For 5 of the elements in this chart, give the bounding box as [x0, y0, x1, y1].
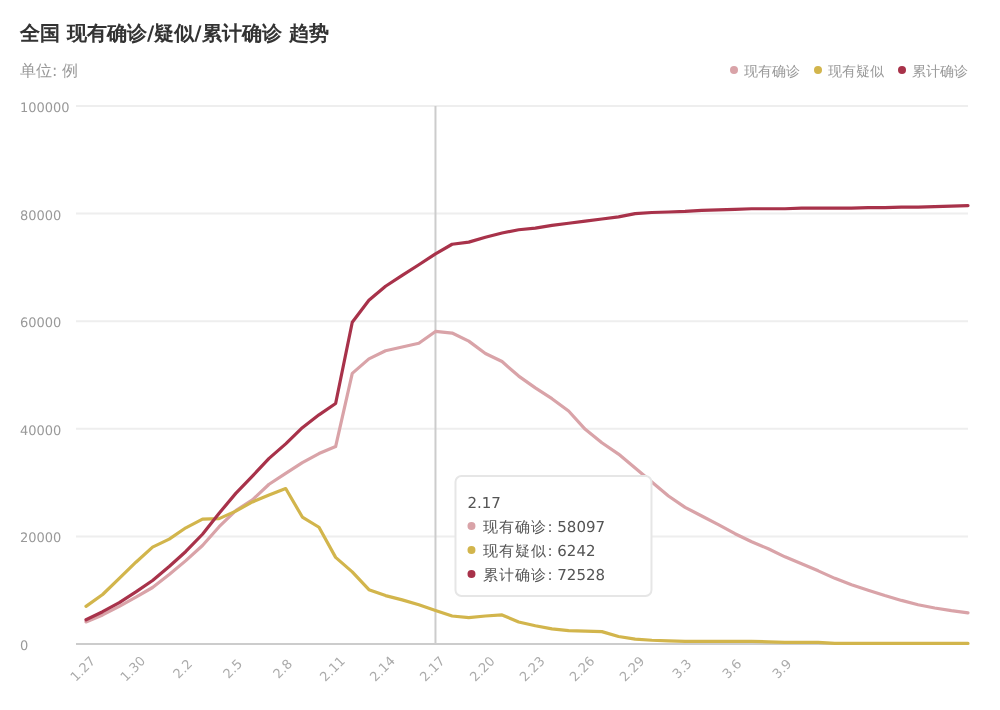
chart-subtitle: 单位: 例 [20, 62, 79, 80]
chart-title: 全国 现有确诊/疑似/累计确诊 趋势 [18, 22, 329, 46]
line-series [84, 329, 970, 624]
line-series [84, 486, 970, 646]
line-series [84, 203, 970, 622]
